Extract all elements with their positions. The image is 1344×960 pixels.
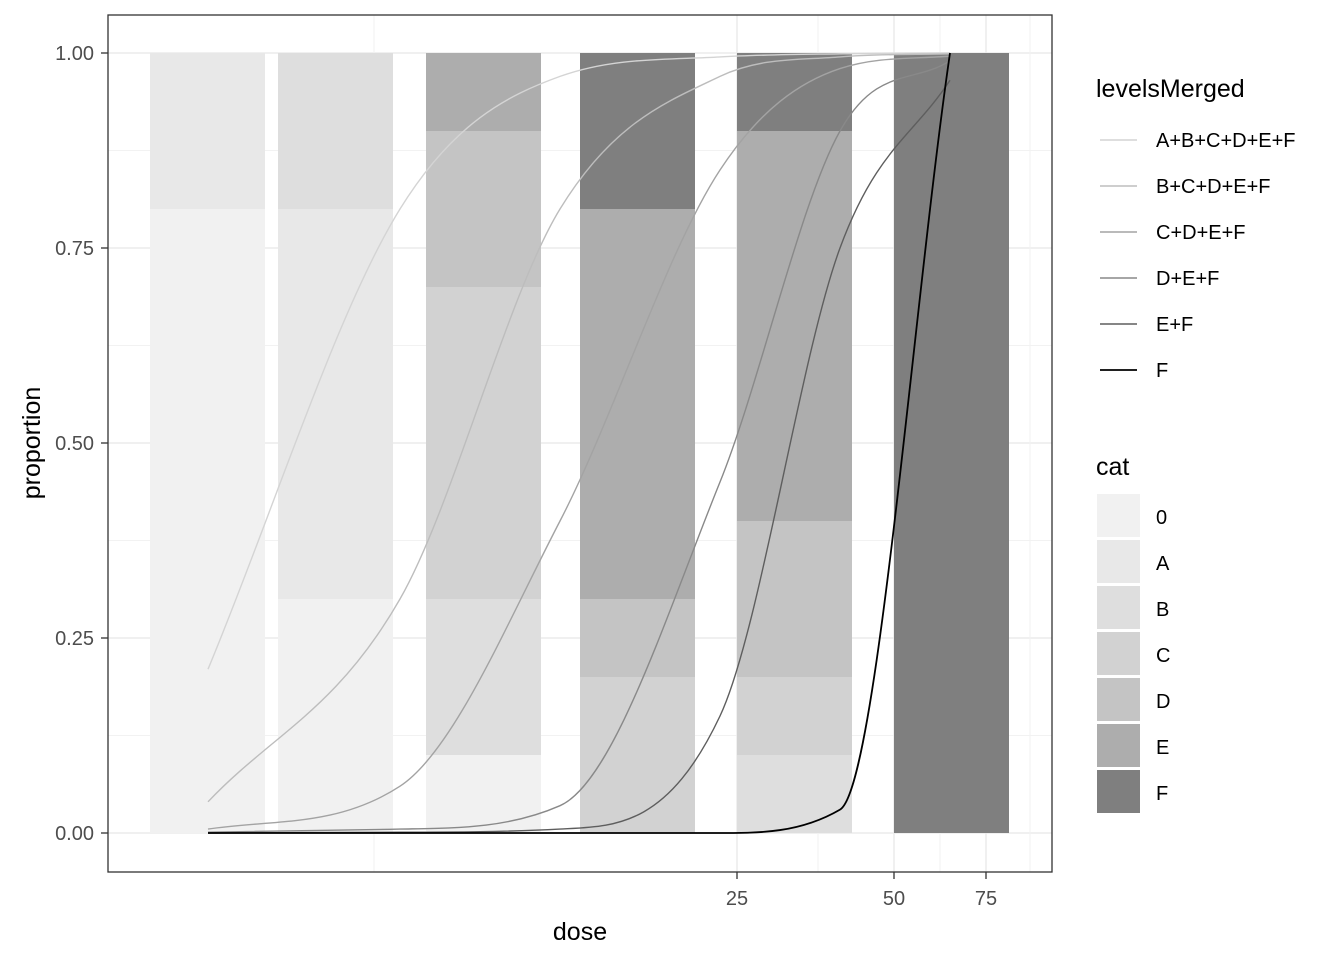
legend-label-E+F: E+F xyxy=(1156,314,1193,336)
y-tick-label: 0.25 xyxy=(55,628,94,650)
bar-segment-D xyxy=(737,521,852,677)
y-tick-label: 0.00 xyxy=(55,823,94,845)
legend-title-levelsMerged: levelsMerged xyxy=(1096,75,1245,103)
legend-label-0: 0 xyxy=(1156,507,1167,529)
legend-swatch-F xyxy=(1097,770,1140,813)
bar-segment-B xyxy=(737,755,852,833)
bar-segment-A xyxy=(278,209,393,599)
legend-label-D+E+F: D+E+F xyxy=(1156,268,1219,290)
legend-label-E: E xyxy=(1156,737,1169,759)
legend-title-cat: cat xyxy=(1096,453,1129,481)
legend-levelsMerged: levelsMerged A+B+C+D+E+F B+C+D+E+F C+D+E+F… xyxy=(1096,75,1296,382)
curve-B+C+D+E+F xyxy=(207,53,951,803)
legend-label-C: C xyxy=(1156,645,1170,667)
y-axis-title: proportion xyxy=(18,387,46,500)
bar-segment-C xyxy=(580,677,695,833)
bar-segment-F xyxy=(737,53,852,131)
bar-segment-B xyxy=(278,53,393,209)
legend-label-F: F xyxy=(1156,783,1168,805)
bar-segment-0 xyxy=(278,599,393,833)
curve-D+E+F xyxy=(207,60,951,833)
bar-segment-F xyxy=(894,53,1009,833)
stacked-bars xyxy=(150,53,1009,833)
y-tick-label: 1.00 xyxy=(55,43,94,65)
legend-label-D: D xyxy=(1156,691,1170,713)
y-tick-label: 0.50 xyxy=(55,433,94,455)
legend-label-B: B xyxy=(1156,599,1169,621)
bar-segment-F xyxy=(580,53,695,209)
y-axis: 0.00 0.25 0.50 0.75 1.00 xyxy=(55,43,108,845)
legend-swatch-0 xyxy=(1097,494,1140,537)
legend-label-C+D+E+F: C+D+E+F xyxy=(1156,222,1245,244)
bar-segment-C xyxy=(737,677,852,755)
bar-segment-D xyxy=(426,131,541,287)
legend-label-B+C+D+E+F: B+C+D+E+F xyxy=(1156,176,1271,198)
legend-label-F: F xyxy=(1156,360,1168,382)
y-tick-label: 0.75 xyxy=(55,238,94,260)
bar-segment-E xyxy=(580,209,695,599)
x-axis: 25 50 75 xyxy=(726,872,997,910)
legend-cat: cat 0 A B C D E F xyxy=(1096,453,1170,813)
x-tick-label: 50 xyxy=(883,888,905,910)
legend-label-A: A xyxy=(1156,553,1170,575)
bar-segment-D xyxy=(580,599,695,677)
legend-label-A+B+C+D+E+F: A+B+C+D+E+F xyxy=(1156,130,1296,152)
curve-C+D+E+F xyxy=(207,55,951,830)
bar-segment-E xyxy=(737,131,852,521)
curve-F xyxy=(207,52,951,834)
bar-segment-C xyxy=(426,287,541,599)
legend-swatch-D xyxy=(1097,678,1140,721)
legend-swatch-C xyxy=(1097,632,1140,675)
x-tick-label: 75 xyxy=(975,888,997,910)
x-tick-label: 25 xyxy=(726,888,748,910)
bar-segment-0 xyxy=(150,209,265,833)
curve-A+B+C+D+E+F xyxy=(207,52,951,670)
legend-swatch-A xyxy=(1097,540,1140,583)
bar-segment-A xyxy=(150,53,265,209)
bar-segment-B xyxy=(426,599,541,755)
legend-swatch-E xyxy=(1097,724,1140,767)
bar-segment-0 xyxy=(426,755,541,833)
legend-swatch-B xyxy=(1097,586,1140,629)
x-axis-title: dose xyxy=(553,918,607,946)
fitted-curves xyxy=(207,52,951,834)
